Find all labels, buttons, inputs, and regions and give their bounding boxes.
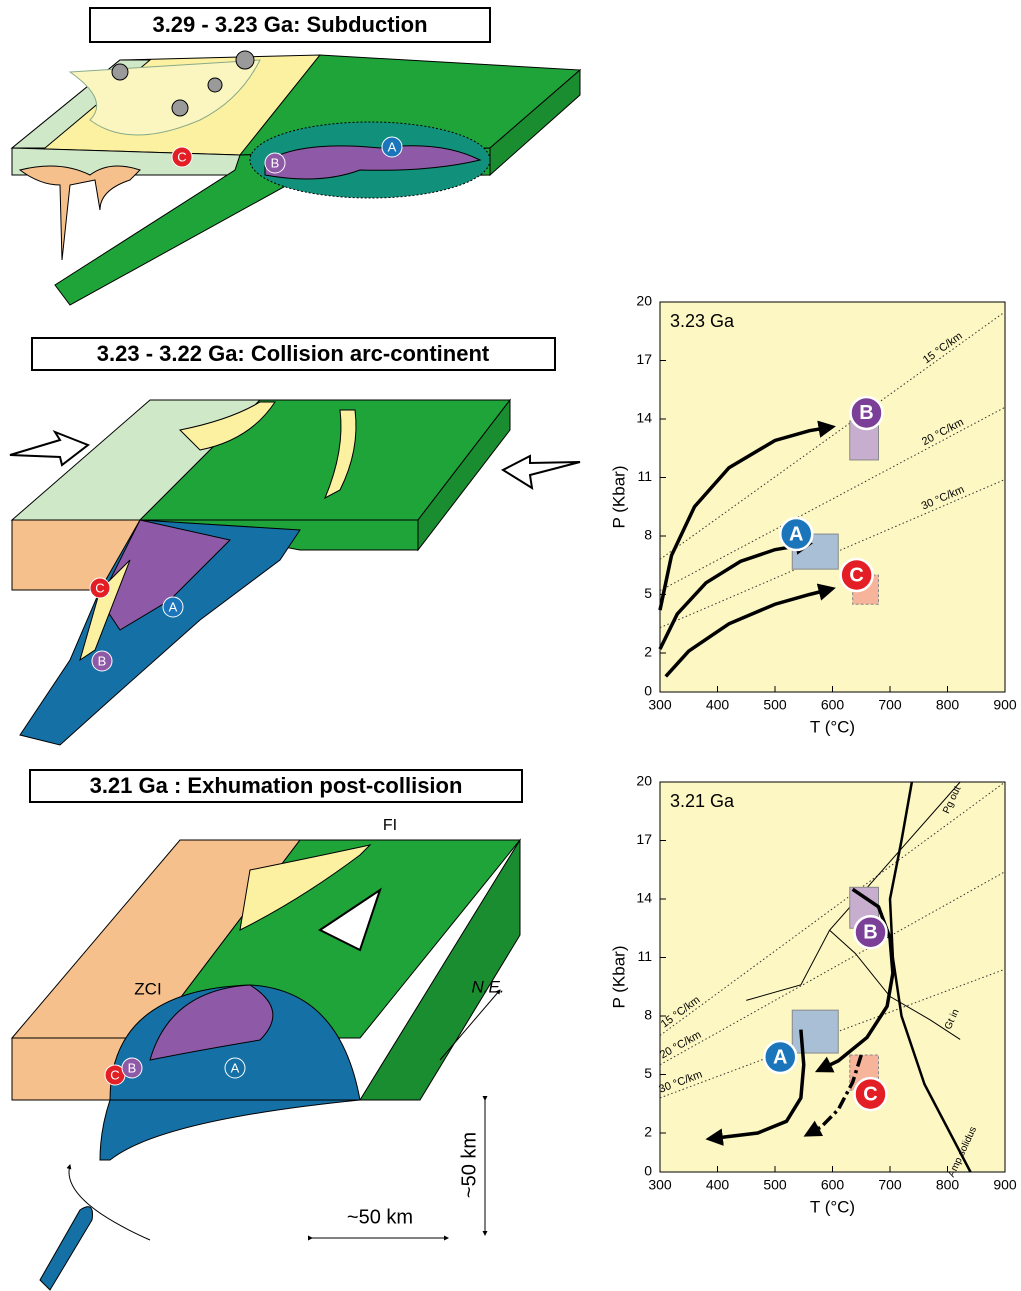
y-tick-label: 17 (636, 831, 652, 847)
badge: B (122, 1058, 142, 1078)
x-tick-label: 500 (763, 697, 787, 713)
y-tick-label: 2 (644, 644, 652, 660)
y-tick-label: 20 (636, 293, 652, 309)
badge: C (855, 1078, 887, 1110)
badge-label: B (271, 155, 280, 170)
shortening-arrow (10, 432, 88, 465)
x-tick-label: 800 (936, 697, 960, 713)
y-tick-label: 5 (644, 585, 652, 601)
badge-label: B (98, 653, 107, 668)
slab-remnant (40, 1207, 93, 1290)
root (100, 1100, 360, 1160)
scale-label: ~50 km (347, 1206, 413, 1228)
badge-label: B (128, 1060, 137, 1075)
panel-subduction: 3.29 - 3.23 Ga: Subduction C B A (12, 8, 580, 305)
y-tick-label: 2 (644, 1124, 652, 1140)
y-tick-label: 5 (644, 1065, 652, 1081)
y-axis-label: P (Kbar) (609, 466, 628, 529)
badge-label: C (110, 1067, 119, 1082)
badge: A (764, 1041, 796, 1073)
x-tick-label: 700 (878, 697, 902, 713)
badge: A (780, 518, 812, 550)
x-axis-label: T (°C) (810, 1197, 855, 1216)
chart-title: 3.21 Ga (670, 791, 735, 811)
badge: C (90, 578, 110, 598)
x-tick-label: 500 (763, 1177, 787, 1193)
y-tick-label: 8 (644, 527, 652, 543)
scale-label: ~50 km (458, 1132, 480, 1198)
x-tick-label: 700 (878, 1177, 902, 1193)
y-tick-label: 0 (644, 1163, 652, 1179)
badge-label: B (863, 922, 877, 944)
x-tick-label: 900 (993, 1177, 1017, 1193)
x-tick-label: 300 (648, 697, 672, 713)
x-tick-label: 400 (706, 1177, 730, 1193)
badge-label: A (789, 523, 803, 545)
badge-label: A (773, 1046, 787, 1068)
badge-label: B (859, 402, 873, 424)
badge: A (225, 1058, 245, 1078)
badge: B (265, 153, 285, 173)
y-axis-label: P (Kbar) (609, 946, 628, 1009)
x-tick-label: 400 (706, 697, 730, 713)
badge-label: A (388, 139, 397, 154)
y-tick-label: 0 (644, 683, 652, 699)
panel-exhumation: 3.21 Ga : Exhumation post-collision C B … (12, 770, 522, 1290)
y-tick-label: 20 (636, 773, 652, 789)
badge-label: A (231, 1060, 240, 1075)
panel-collision: 3.23 - 3.22 Ga: Collision arc-continent … (10, 338, 580, 745)
zone-label: ZCI (134, 979, 161, 998)
x-tick-label: 600 (821, 1177, 845, 1193)
badge: B (92, 651, 112, 671)
fault-label: FI (383, 817, 397, 834)
badge-label: C (177, 149, 186, 164)
x-axis-label: T (°C) (810, 717, 855, 736)
badge-label: C (95, 580, 104, 595)
badge: B (851, 397, 883, 429)
badge: B (855, 916, 887, 948)
badge-label: C (849, 564, 863, 586)
figure: 3.29 - 3.23 Ga: Subduction C B A 3.23 - … (0, 0, 1021, 1291)
x-tick-label: 600 (821, 697, 845, 713)
direction-label: N.E. (471, 977, 504, 996)
y-tick-label: 17 (636, 351, 652, 367)
plot-area (660, 782, 1005, 1172)
x-tick-label: 300 (648, 1177, 672, 1193)
y-tick-label: 11 (637, 948, 652, 964)
badge: A (163, 597, 183, 617)
shortening-arrow (503, 456, 580, 488)
panel-title: 3.23 - 3.22 Ga: Collision arc-continent (97, 341, 490, 366)
y-tick-label: 14 (636, 890, 652, 906)
panel-title: 3.21 Ga : Exhumation post-collision (90, 773, 463, 798)
x-tick-label: 900 (993, 697, 1017, 713)
badge-label: A (169, 599, 178, 614)
y-tick-label: 8 (644, 1007, 652, 1023)
badge: C (172, 147, 192, 167)
y-tick-label: 11 (637, 468, 652, 484)
badge-label: C (863, 1083, 877, 1105)
y-tick-label: 14 (636, 410, 652, 426)
chart-title: 3.23 Ga (670, 311, 735, 331)
panel-title: 3.29 - 3.23 Ga: Subduction (152, 12, 427, 37)
badge: A (382, 137, 402, 157)
badge: C (841, 559, 873, 591)
pt-box (792, 1010, 838, 1053)
